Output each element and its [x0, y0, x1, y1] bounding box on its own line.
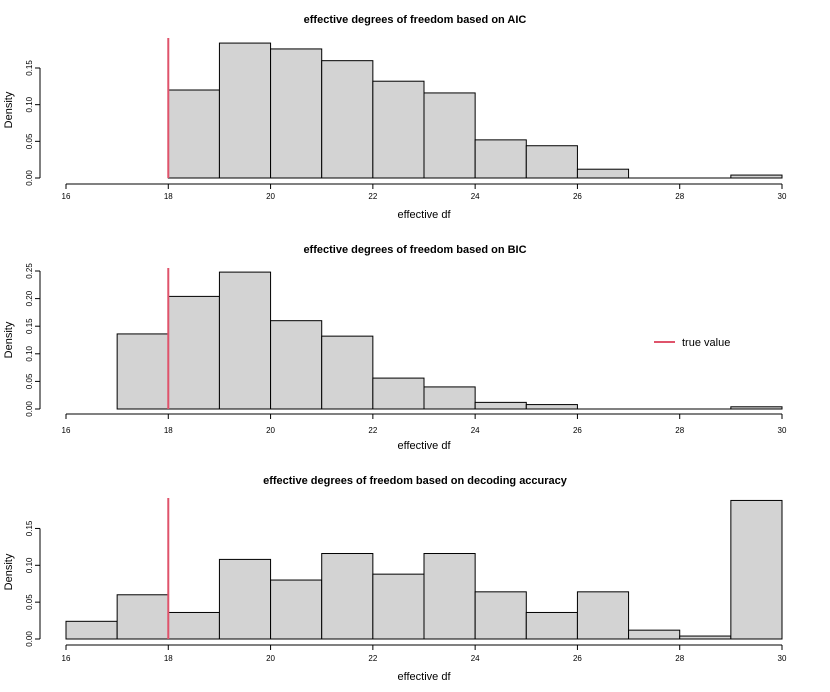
y-tick-label: 0.10: [25, 345, 34, 361]
x-tick-label: 28: [675, 192, 684, 201]
histogram-bar: [321, 335, 374, 410]
x-axis-label: effective df: [398, 440, 452, 452]
histogram-bar: [218, 271, 272, 410]
y-tick-label: 0.15: [25, 520, 34, 536]
histogram-bar: [218, 42, 272, 179]
y-tick-label: 0.05: [25, 373, 34, 389]
x-tick-label: 28: [675, 654, 684, 663]
x-tick-label: 18: [164, 654, 173, 663]
x-tick-label: 22: [368, 654, 377, 663]
histogram-bar: [372, 573, 425, 640]
y-tick-label: 0.05: [25, 594, 34, 610]
x-tick-label: 18: [164, 426, 173, 435]
y-axis-label: Density: [3, 91, 15, 128]
x-axis-label: effective df: [398, 209, 452, 221]
chart-title: effective degrees of freedom based on AI…: [304, 14, 527, 26]
histogram-bar: [525, 611, 578, 640]
y-axis: 0.00 0.05 0.10 0.15 0.20 0.25: [25, 263, 41, 417]
histogram-panel-1: effective degrees of freedom based on AI…: [3, 14, 787, 221]
x-tick-label: 30: [778, 426, 787, 435]
histogram-bar: [116, 594, 169, 640]
histogram-bar: [65, 620, 118, 640]
histogram-bar: [218, 558, 272, 640]
histogram-bar: [525, 145, 578, 179]
histogram-bar: [576, 168, 630, 179]
y-tick-label: 0.10: [25, 557, 34, 573]
legend-label: true value: [682, 337, 730, 349]
histogram-bar: [372, 377, 425, 410]
histogram-bar: [167, 295, 220, 410]
y-tick-label: 0.15: [25, 60, 34, 76]
y-axis-label: Density: [3, 321, 15, 358]
x-tick-label: 28: [675, 426, 684, 435]
histogram-bar: [270, 320, 323, 410]
x-axis: 16 18 20 22 24 26 28 30: [62, 644, 787, 663]
chart-title: effective degrees of freedom based on BI…: [303, 244, 526, 256]
histogram-bar: [167, 611, 220, 640]
x-tick-label: 26: [573, 192, 582, 201]
chart-title: effective degrees of freedom based on de…: [263, 475, 568, 487]
x-tick-label: 24: [471, 192, 480, 201]
histogram-bar: [321, 553, 374, 640]
histogram-bar: [423, 553, 476, 640]
histogram-bar: [576, 591, 630, 640]
x-tick-label: 20: [266, 426, 275, 435]
histogram-bar: [270, 579, 323, 640]
histogram-bar: [628, 629, 681, 640]
x-tick-label: 16: [62, 192, 71, 201]
histogram-bar: [270, 48, 323, 179]
histogram-panel-3: effective degrees of freedom based on de…: [3, 475, 787, 683]
y-tick-label: 0.05: [25, 133, 34, 149]
y-axis: 0.00 0.05 0.10 0.15: [25, 60, 41, 186]
y-tick-label: 0.20: [25, 290, 34, 306]
y-tick-label: 0.00: [25, 631, 34, 647]
x-tick-label: 20: [266, 654, 275, 663]
histogram-bar: [474, 401, 527, 410]
x-tick-label: 16: [62, 426, 71, 435]
histogram-bar: [474, 139, 527, 179]
histogram-bar: [730, 499, 783, 640]
x-tick-label: 22: [368, 426, 377, 435]
y-tick-label: 0.10: [25, 96, 34, 112]
y-axis-label: Density: [3, 553, 15, 590]
y-tick-label: 0.00: [25, 401, 34, 417]
histogram-bar: [474, 591, 527, 640]
x-tick-label: 30: [778, 654, 787, 663]
y-tick-label: 0.15: [25, 318, 34, 334]
x-tick-label: 24: [471, 426, 480, 435]
x-tick-label: 20: [266, 192, 275, 201]
x-tick-label: 16: [62, 654, 71, 663]
histogram-bar: [321, 60, 374, 179]
x-tick-label: 24: [471, 654, 480, 663]
x-axis-label: effective df: [398, 671, 452, 683]
histogram-bar: [167, 89, 220, 179]
x-tick-label: 18: [164, 192, 173, 201]
x-tick-label: 26: [573, 426, 582, 435]
histogram-bar: [372, 80, 425, 179]
y-tick-label: 0.00: [25, 170, 34, 186]
x-tick-label: 22: [368, 192, 377, 201]
x-tick-label: 30: [778, 192, 787, 201]
histogram-bar: [423, 386, 476, 410]
x-axis: 16 18 20 22 24 26 28 30: [62, 183, 787, 201]
y-tick-label: 0.25: [25, 263, 34, 279]
histogram-panel-2: effective degrees of freedom based on BI…: [3, 244, 787, 452]
legend: true value: [654, 337, 730, 349]
histogram-bar: [116, 333, 169, 410]
x-tick-label: 26: [573, 654, 582, 663]
histogram-bar: [423, 92, 476, 179]
y-axis: 0.00 0.05 0.10 0.15: [25, 520, 41, 647]
histogram-bar: [525, 404, 578, 410]
x-axis: 16 18 20 22 24 26 28 30: [62, 413, 787, 435]
